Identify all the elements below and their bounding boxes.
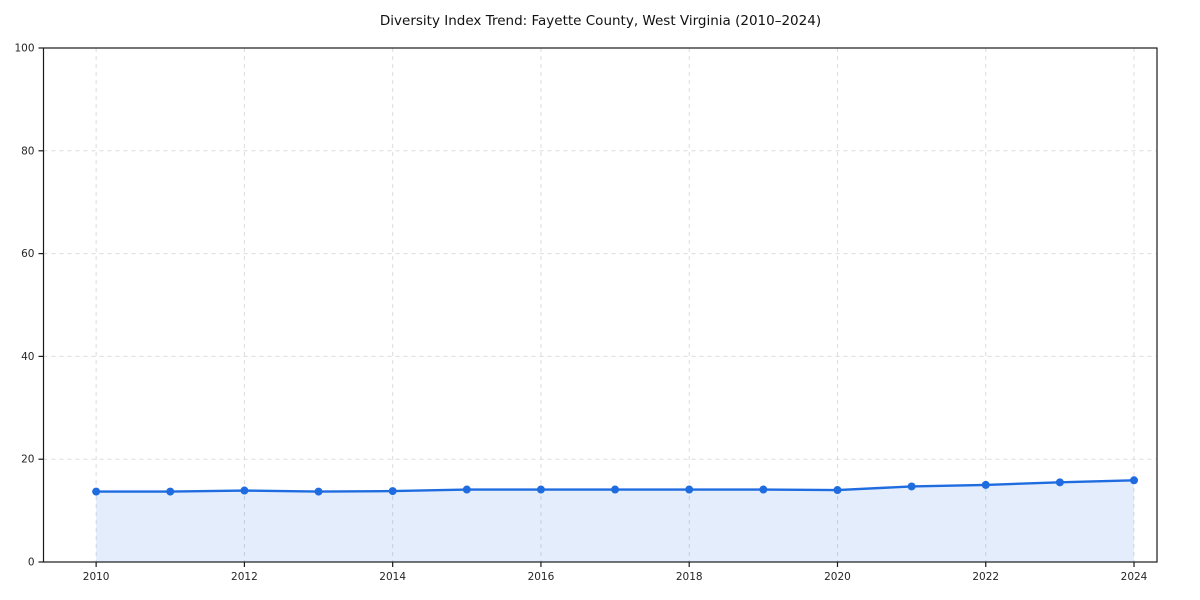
chart-title: Diversity Index Trend: Fayette County, W… — [379, 13, 822, 29]
y-tick-label: 80 — [21, 145, 34, 157]
y-tick-label: 60 — [21, 248, 34, 260]
x-tick-label: 2012 — [231, 571, 258, 583]
data-point — [981, 480, 990, 489]
x-tick-label: 2024 — [1121, 571, 1148, 583]
x-tick-label: 2022 — [972, 571, 999, 583]
data-point — [92, 487, 101, 496]
data-point — [536, 485, 545, 494]
data-point — [685, 485, 694, 494]
data-point — [314, 487, 323, 496]
data-point — [462, 485, 471, 494]
data-point — [1130, 476, 1139, 485]
data-point — [240, 486, 249, 495]
data-point — [611, 485, 620, 494]
x-tick-label: 2014 — [379, 571, 406, 583]
data-point — [759, 485, 768, 494]
y-tick-label: 100 — [14, 43, 34, 55]
y-tick-label: 40 — [21, 351, 34, 363]
y-tick-label: 0 — [28, 557, 35, 569]
area-fill — [96, 480, 1135, 562]
x-tick-label: 2018 — [676, 571, 703, 583]
plot-border — [42, 47, 1158, 563]
data-point — [833, 486, 842, 495]
data-point — [166, 487, 175, 496]
y-tick-label: 20 — [21, 454, 34, 466]
x-tick-label: 2016 — [528, 571, 555, 583]
data-point — [907, 482, 916, 491]
data-point — [1055, 478, 1064, 487]
x-tick-label: 2010 — [83, 571, 110, 583]
x-tick-label: 2020 — [824, 571, 851, 583]
data-point — [388, 487, 397, 496]
